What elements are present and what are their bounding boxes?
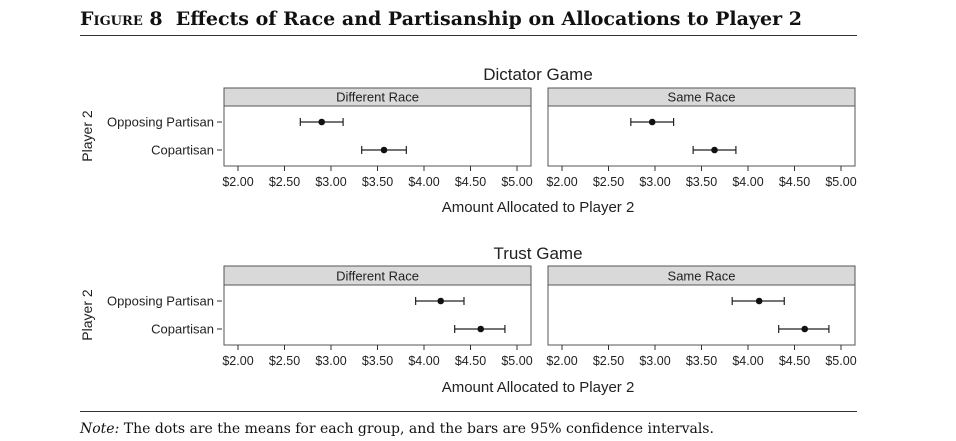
panel-header-label: Different Race — [336, 90, 419, 105]
panel-frame — [547, 105, 856, 167]
category-label: Opposing Partisan — [107, 294, 214, 309]
x-tick-label: $5.00 — [501, 175, 532, 189]
x-tick-label: $3.50 — [686, 175, 717, 189]
panel-header-label: Same Race — [668, 90, 736, 105]
figure-title-text: Effects of Race and Partisanship on Allo… — [175, 8, 802, 30]
x-tick-label: $5.00 — [501, 354, 532, 368]
panel-header-label: Different Race — [336, 269, 419, 284]
x-tick-label: $3.00 — [315, 175, 346, 189]
figure-note: Note: The dots are the means for each gr… — [80, 421, 714, 437]
x-tick-label: $2.50 — [269, 175, 300, 189]
mean-point — [477, 325, 485, 333]
x-tick-label: $2.00 — [546, 354, 577, 368]
x-tick-label: $2.00 — [222, 175, 253, 189]
figure-title: Figure 8 Effects of Race and Partisanshi… — [80, 8, 802, 30]
x-tick-label: $4.50 — [455, 175, 486, 189]
x-axis-title: Amount Allocated to Player 2 — [442, 379, 635, 396]
chart-title: Trust Game — [493, 244, 582, 263]
mean-point — [801, 325, 809, 333]
mean-point — [437, 297, 445, 305]
note-text: The dots are the means for each group, a… — [123, 421, 714, 437]
chart-title: Dictator Game — [483, 65, 593, 84]
y-axis-title: Player 2 — [79, 289, 95, 341]
x-tick-label: $4.00 — [732, 175, 763, 189]
panel-frame — [223, 105, 532, 167]
x-tick-label: $3.00 — [639, 175, 670, 189]
x-tick-label: $4.50 — [779, 354, 810, 368]
x-axis-title: Amount Allocated to Player 2 — [442, 199, 635, 216]
panel-frame — [547, 284, 856, 346]
chart-0: Dictator Game Player 2 Opposing Partisan Co… — [79, 65, 857, 216]
x-tick-label: $4.50 — [455, 354, 486, 368]
panel-frame — [223, 284, 532, 346]
category-label: Opposing Partisan — [107, 115, 214, 130]
title-rule — [80, 35, 857, 36]
mean-point — [648, 118, 656, 126]
x-tick-label: $2.50 — [593, 354, 624, 368]
x-tick-label: $4.50 — [779, 175, 810, 189]
x-tick-label: $3.00 — [315, 354, 346, 368]
x-tick-label: $2.50 — [269, 354, 300, 368]
x-tick-label: $3.00 — [639, 354, 670, 368]
mean-point — [380, 146, 388, 154]
note-label: Note: — [80, 421, 120, 437]
figure-label: Figure 8 — [80, 8, 163, 30]
category-label: Copartisan — [151, 322, 214, 337]
x-tick-label: $3.50 — [362, 175, 393, 189]
x-tick-label: $2.50 — [593, 175, 624, 189]
x-tick-label: $4.00 — [408, 354, 439, 368]
chart-1: Trust Game Player 2 Opposing Partisan Copar… — [79, 244, 857, 396]
x-tick-label: $2.00 — [546, 175, 577, 189]
mean-point — [755, 297, 763, 305]
mean-point — [318, 118, 326, 126]
x-tick-label: $3.50 — [686, 354, 717, 368]
x-tick-label: $4.00 — [408, 175, 439, 189]
mean-point — [711, 146, 718, 154]
x-tick-label: $5.00 — [825, 175, 856, 189]
panel-header-label: Same Race — [668, 269, 736, 284]
category-label: Copartisan — [151, 143, 214, 158]
note-rule — [80, 411, 857, 412]
x-tick-label: $2.00 — [222, 354, 253, 368]
x-tick-label: $3.50 — [362, 354, 393, 368]
x-tick-label: $5.00 — [825, 354, 856, 368]
x-tick-label: $4.00 — [732, 354, 763, 368]
y-axis-title: Player 2 — [79, 110, 95, 162]
